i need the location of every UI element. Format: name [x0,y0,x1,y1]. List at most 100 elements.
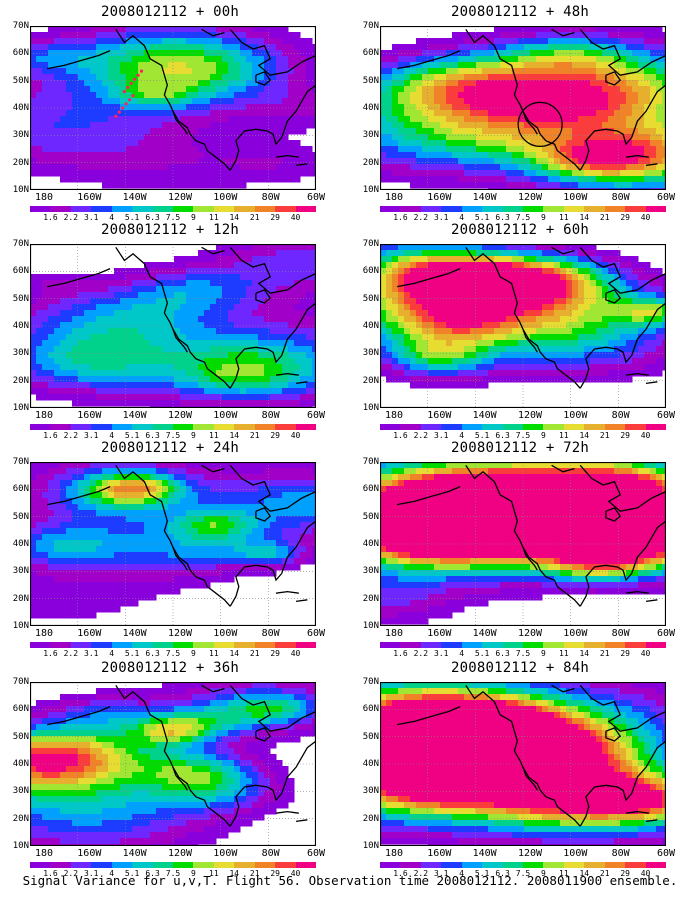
contour-cell [518,74,525,81]
contour-cell [524,56,531,63]
contour-cell [180,38,187,45]
contour-cell [168,74,175,81]
contour-cell [488,122,495,129]
contour-cell [458,316,465,323]
flight-track-point [114,114,118,118]
contour-cell [404,352,411,359]
lat-label: 40N [12,321,29,331]
contour-cell [234,328,241,335]
contour-cell [380,340,387,347]
contour-cell [656,310,663,317]
contour-cell [602,128,609,135]
contour-cell [638,158,645,165]
contour-cell [258,170,265,177]
contour-cell [126,164,133,171]
lon-label: 180 [34,192,54,203]
contour-cell [96,370,103,377]
contour-cell [288,292,295,299]
contour-cell [168,56,175,63]
contour-cell [464,346,471,353]
contour-cell [36,74,43,81]
contour-cell [102,304,109,311]
contour-cell [120,68,127,75]
contour-cell [180,310,187,317]
contour-cell [192,286,199,293]
contour-cell [536,56,543,63]
contour-cell [380,122,387,129]
contour-cell [306,74,313,81]
contour-cell [144,364,151,371]
contour-cell [656,158,663,165]
contour-cell [656,32,663,39]
contour-cell [48,280,55,287]
contour-cell [458,346,465,353]
contour-cell [632,262,639,269]
panel-title: 2008012112 + 48h [450,4,590,20]
contour-cell [186,334,193,341]
contour-cell [446,176,453,183]
contour-cell [404,68,411,75]
contour-cell [488,262,495,269]
contour-cell [174,328,181,335]
contour-cell [512,152,519,159]
contour-cell [638,122,645,129]
contour-cell [102,328,109,335]
contour-cell [126,44,133,51]
contour-cell [380,164,387,171]
contour-cell [30,122,37,129]
contour-cell [54,170,61,177]
contour-cell [150,334,157,341]
contour-cell [114,364,121,371]
contour-cell [168,274,175,281]
contour-cell [596,110,603,117]
contour-cell [198,262,205,269]
contour-cell [554,104,561,111]
contour-cell [578,310,585,317]
contour-cell [422,152,429,159]
contour-cell [476,68,483,75]
contour-cell [464,158,471,165]
contour-cell [312,50,316,57]
contour-cell [180,400,187,407]
contour-cell [596,352,603,359]
contour-cell [638,26,645,33]
contour-cell [150,122,157,129]
contour-cell [434,128,441,135]
contour-cell [270,244,277,251]
contour-cell [566,322,573,329]
contour-cell [174,86,181,93]
contour-cell [482,274,489,281]
contour-cell [650,340,657,347]
contour-cell [554,182,561,189]
contour-cell [584,170,591,177]
contour-cell [72,334,79,341]
contour-cell [138,80,145,87]
contour-cell [440,98,447,105]
contour-cell [428,86,435,93]
contour-cell [638,134,645,141]
contour-cell [494,134,501,141]
contour-cell [458,358,465,365]
contour-cell [192,116,199,123]
contour-cell [264,146,271,153]
contour-cell [108,152,115,159]
contour-cell [650,62,657,69]
contour-cell [300,274,307,281]
contour-cell [222,116,229,123]
contour-cell [222,262,229,269]
contour-cell [72,158,79,165]
contour-cell [114,32,121,39]
contour-cell [282,110,289,117]
contour-cell [120,140,127,147]
contour-cell [126,170,133,177]
colorbar-label: 11 [209,431,219,440]
contour-cell [132,274,139,281]
contour-cell [102,170,109,177]
contour-cell [578,286,585,293]
contour-cell [392,62,399,69]
contour-cell [530,38,537,45]
contour-cell [114,274,121,281]
contour-cell [476,352,483,359]
contour-cell [470,316,477,323]
contour-cell [584,92,591,99]
